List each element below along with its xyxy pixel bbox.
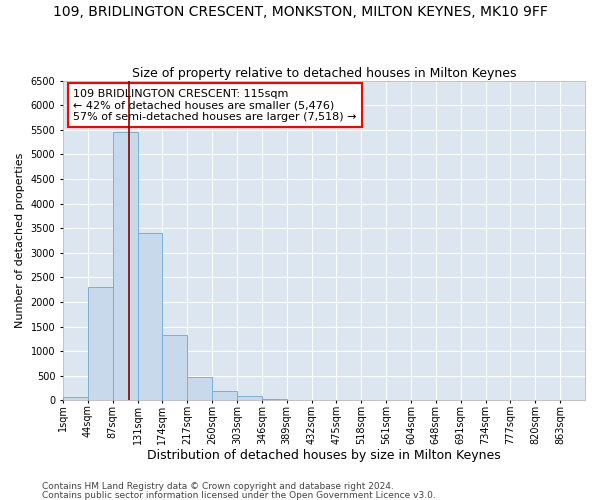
- Bar: [187, 376, 212, 400]
- Title: Size of property relative to detached houses in Milton Keynes: Size of property relative to detached ho…: [132, 66, 516, 80]
- Text: Contains public sector information licensed under the Open Government Licence v3: Contains public sector information licen…: [42, 490, 436, 500]
- Bar: [88, 287, 113, 401]
- Bar: [137, 233, 163, 400]
- Bar: [113, 132, 137, 400]
- Bar: [163, 336, 187, 400]
- Bar: [262, 399, 287, 400]
- X-axis label: Distribution of detached houses by size in Milton Keynes: Distribution of detached houses by size …: [147, 450, 501, 462]
- Y-axis label: Number of detached properties: Number of detached properties: [15, 153, 25, 328]
- Bar: [212, 391, 237, 400]
- Text: 109 BRIDLINGTON CRESCENT: 115sqm
← 42% of detached houses are smaller (5,476)
57: 109 BRIDLINGTON CRESCENT: 115sqm ← 42% o…: [73, 88, 357, 122]
- Text: Contains HM Land Registry data © Crown copyright and database right 2024.: Contains HM Land Registry data © Crown c…: [42, 482, 394, 491]
- Bar: [63, 398, 88, 400]
- Bar: [237, 396, 262, 400]
- Text: 109, BRIDLINGTON CRESCENT, MONKSTON, MILTON KEYNES, MK10 9FF: 109, BRIDLINGTON CRESCENT, MONKSTON, MIL…: [53, 5, 547, 19]
